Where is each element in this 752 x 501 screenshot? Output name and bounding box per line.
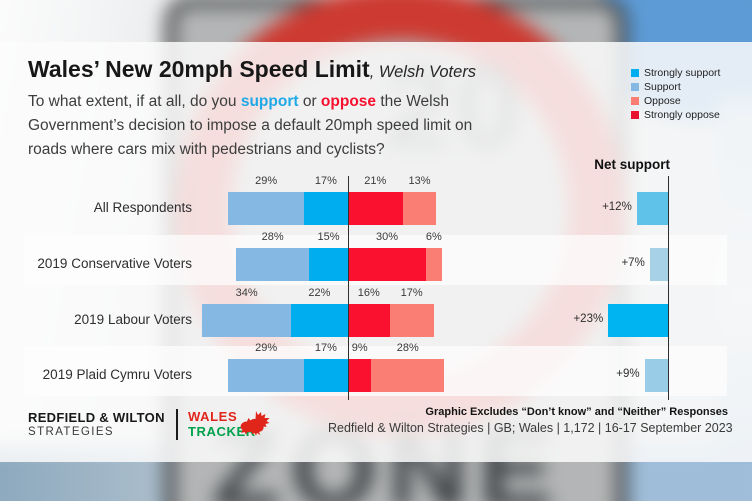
question-support-word: support bbox=[240, 93, 299, 110]
legend-swatch-strongly-oppose bbox=[631, 111, 639, 119]
bar-segment-strongly-support bbox=[303, 192, 348, 225]
brand-name-line2: STRATEGIES bbox=[28, 426, 114, 438]
bar-segment-strongly-oppose bbox=[348, 248, 426, 281]
net-support-bar bbox=[644, 359, 668, 392]
percent-label: 34% bbox=[235, 287, 258, 299]
net-support-header: Net support bbox=[594, 157, 670, 172]
wales-tracker-tracker: TRACKER bbox=[188, 424, 256, 439]
question-oppose-word: oppose bbox=[320, 93, 377, 110]
question-part2: or bbox=[298, 93, 321, 110]
legend-label: Oppose bbox=[644, 95, 681, 107]
bar-segment-strongly-oppose bbox=[348, 192, 403, 225]
net-support-bar bbox=[608, 304, 668, 337]
net-support-bar bbox=[636, 192, 668, 225]
legend-label: Strongly oppose bbox=[644, 109, 720, 121]
bar-segment-oppose bbox=[402, 192, 437, 225]
legend-swatch-support bbox=[631, 83, 639, 91]
footer-divider bbox=[176, 409, 178, 440]
welsh-dragon-icon bbox=[240, 411, 270, 436]
percent-label: 9% bbox=[351, 342, 368, 354]
legend-label: Strongly support bbox=[644, 67, 721, 79]
bar-segment-oppose bbox=[426, 248, 442, 281]
bar-segment-strongly-support bbox=[309, 248, 348, 281]
footer-exclusion-note: Graphic Excludes “Don’t know” and “Neith… bbox=[425, 406, 728, 418]
percent-label: 28% bbox=[261, 231, 284, 243]
question-part3: the Welsh Government’s decision to impos… bbox=[28, 93, 473, 159]
percent-label: 17% bbox=[314, 342, 337, 354]
bar-segment-strongly-support bbox=[290, 304, 348, 337]
legend-label: Support bbox=[644, 81, 681, 93]
percent-label: 28% bbox=[396, 342, 419, 354]
question-part1: To what extent, if at all, do you bbox=[28, 93, 241, 110]
row-label: 2019 Conservative Voters bbox=[37, 256, 192, 271]
net-chart-axis-line bbox=[668, 176, 669, 400]
percent-label: 29% bbox=[255, 175, 278, 187]
legend-swatch-oppose bbox=[631, 97, 639, 105]
title-suffix: , Welsh Voters bbox=[369, 63, 477, 81]
legend-item-oppose: Oppose bbox=[631, 94, 720, 108]
title-main: Wales’ New 20mph Speed Limit bbox=[28, 56, 370, 82]
percent-label: 16% bbox=[357, 287, 380, 299]
bar-segment-support bbox=[228, 359, 304, 392]
bar-segment-support bbox=[202, 304, 291, 337]
bar-segment-oppose bbox=[371, 359, 445, 392]
bar-segment-strongly-support bbox=[303, 359, 348, 392]
net-support-label: +12% bbox=[602, 201, 632, 213]
legend: Strongly support Support Oppose Strongly… bbox=[631, 66, 720, 122]
wales-tracker-wales: WALES bbox=[188, 409, 238, 424]
brand-name: REDFIELD & WILTON bbox=[28, 410, 165, 425]
main-chart-zero-line bbox=[348, 176, 349, 400]
net-support-label: +7% bbox=[621, 257, 645, 269]
row-label: 2019 Plaid Cymru Voters bbox=[42, 367, 192, 382]
page-title: Wales’ New 20mph Speed Limit, Welsh Vote… bbox=[28, 56, 476, 83]
legend-item-support: Support bbox=[631, 80, 720, 94]
survey-question: To what extent, if at all, do you suppor… bbox=[28, 90, 490, 162]
bar-segment-support bbox=[236, 248, 309, 281]
bar-segment-oppose bbox=[389, 304, 434, 337]
percent-label: 30% bbox=[375, 231, 399, 243]
percent-label: 21% bbox=[364, 175, 387, 187]
net-support-label: +23% bbox=[573, 313, 604, 325]
footer-source-line: Redfield & Wilton Strategies | GB; Wales… bbox=[328, 421, 733, 435]
percent-label: 13% bbox=[408, 175, 431, 187]
legend-swatch-strongly-support bbox=[631, 69, 639, 77]
legend-item-strongly-oppose: Strongly oppose bbox=[631, 108, 720, 122]
percent-label: 22% bbox=[308, 287, 331, 299]
percent-label: 29% bbox=[255, 342, 278, 354]
bar-segment-strongly-oppose bbox=[348, 359, 372, 392]
percent-label: 6% bbox=[425, 231, 442, 243]
percent-label: 15% bbox=[317, 231, 340, 243]
percent-label: 17% bbox=[400, 287, 423, 299]
legend-item-strongly-support: Strongly support bbox=[631, 66, 720, 80]
net-support-label: +9% bbox=[616, 368, 640, 380]
net-support-bar bbox=[649, 248, 668, 281]
bar-segment-strongly-oppose bbox=[348, 304, 390, 337]
row-label: All Respondents bbox=[93, 200, 192, 215]
percent-label: 17% bbox=[314, 175, 337, 187]
bar-segment-support bbox=[228, 192, 304, 225]
row-label: 2019 Labour Voters bbox=[74, 312, 192, 327]
